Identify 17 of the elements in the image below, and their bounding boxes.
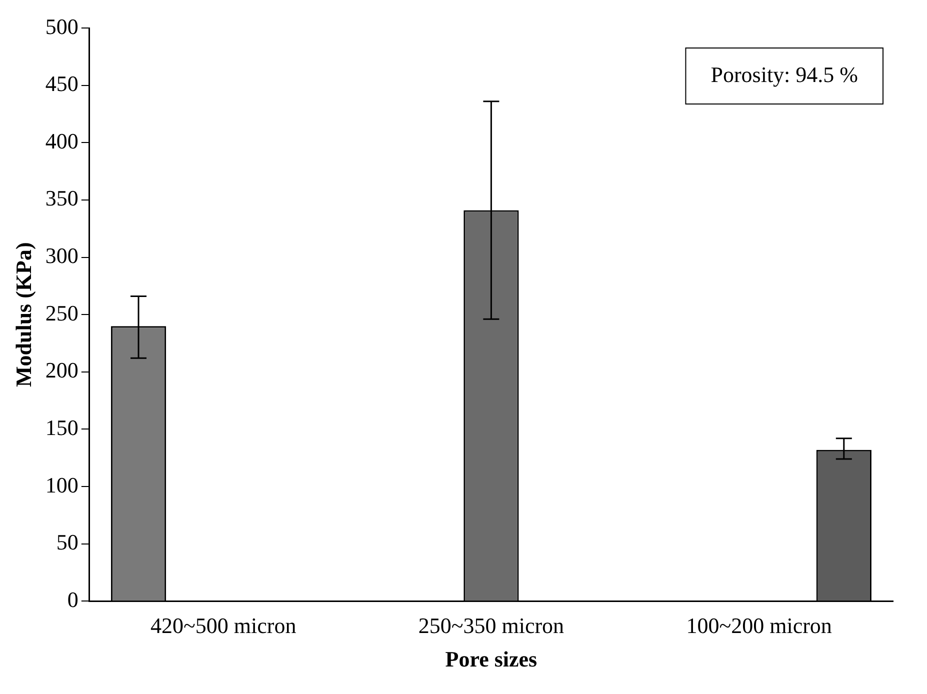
x-tick-label: 250~350 micron [418, 613, 564, 638]
x-axis-title: Pore sizes [445, 646, 538, 672]
y-axis-title: Modulus (KPa) [10, 242, 36, 388]
y-tick-label: 0 [67, 586, 78, 612]
y-tick-label: 200 [45, 358, 78, 383]
x-tick-label: 100~200 micron [686, 613, 832, 638]
x-tick-label: 420~500 micron [150, 613, 296, 638]
y-tick-label: 150 [45, 415, 78, 440]
y-tick-label: 300 [45, 243, 78, 268]
y-tick-label: 250 [45, 300, 78, 326]
y-tick-label: 450 [45, 71, 78, 96]
annotation: Porosity: 94.5 % [710, 62, 858, 87]
y-tick-label: 350 [45, 186, 78, 211]
y-tick-label: 100 [45, 472, 78, 498]
y-tick-label: 500 [45, 14, 78, 39]
y-tick-label: 400 [45, 128, 78, 154]
y-tick-label: 50 [56, 530, 78, 555]
